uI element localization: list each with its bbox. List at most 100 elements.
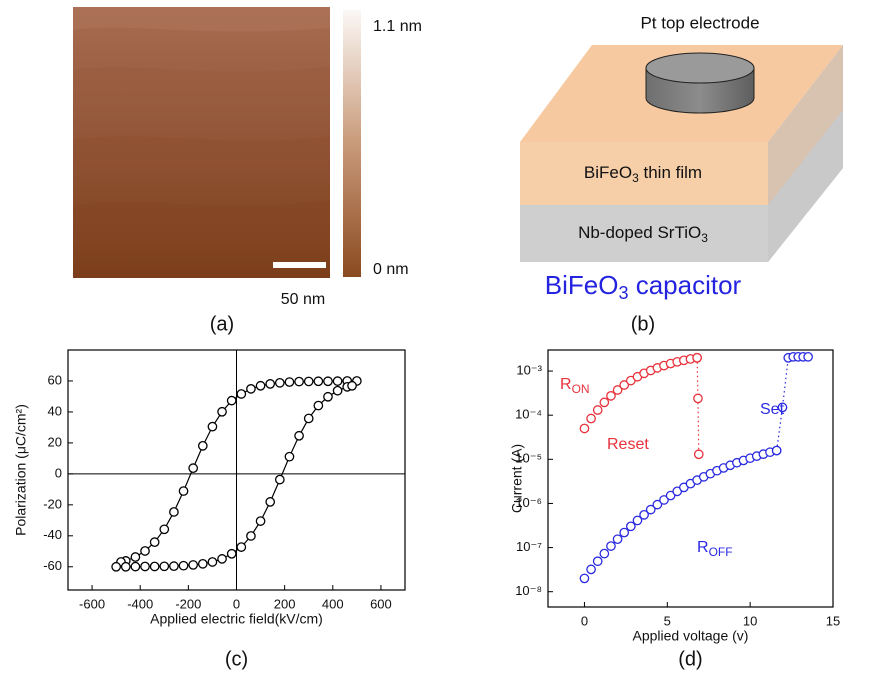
data-point <box>587 414 595 422</box>
x-tick-label: 0 <box>233 596 240 611</box>
data-point <box>179 561 187 569</box>
data-point <box>285 452 293 460</box>
terrace <box>73 136 330 176</box>
data-point <box>333 377 341 385</box>
data-point <box>208 558 216 566</box>
color-min: 0 nm <box>373 261 409 278</box>
data-point <box>324 377 332 385</box>
data-point <box>122 563 130 571</box>
y-tick-label: -40 <box>43 527 62 542</box>
subscript: OFF <box>709 545 733 559</box>
data-point <box>613 535 621 543</box>
data-point <box>131 562 139 570</box>
caption: (b) <box>631 313 655 335</box>
data-point <box>112 563 120 571</box>
data-point <box>594 557 602 565</box>
annotation: RON <box>560 376 590 396</box>
data-point <box>285 378 293 386</box>
data-point <box>141 562 149 570</box>
data-point <box>600 398 608 406</box>
data-point <box>170 562 178 570</box>
data-point <box>237 543 245 551</box>
data-point <box>314 401 322 409</box>
data-point <box>305 377 313 385</box>
text-part: BiFeO <box>545 270 619 300</box>
data-point <box>804 353 812 361</box>
x-tick-label: 400 <box>322 596 344 611</box>
data-point <box>199 560 207 568</box>
y-tick-label: 0 <box>55 465 62 480</box>
subscript: ON <box>572 382 590 396</box>
y-tick-label: 20 <box>48 434 62 449</box>
data-point <box>594 406 602 414</box>
data-point <box>247 532 255 540</box>
caption: (a) <box>210 313 234 335</box>
data-point <box>247 385 255 393</box>
data-point <box>772 446 780 454</box>
x-tick-label: 15 <box>826 613 840 628</box>
scale-bar <box>273 262 326 268</box>
data-point <box>276 379 284 387</box>
caption: (c) <box>225 648 248 670</box>
film-label: BiFeO3 thin film <box>584 163 702 185</box>
data-point <box>305 414 313 422</box>
figure: 1.1 nm 0 nm 50 nm (a) Pt top electrode B… <box>0 0 871 680</box>
text-part: R <box>697 539 709 556</box>
caption: (d) <box>678 648 702 670</box>
data-point <box>580 424 588 432</box>
y-tick-label: 10⁻³ <box>516 362 542 377</box>
series-line <box>697 358 699 455</box>
y-tick-label: -60 <box>43 558 62 573</box>
data-point <box>170 508 178 516</box>
data-point <box>607 542 615 550</box>
x-tick-label: -200 <box>175 596 201 611</box>
data-point <box>314 377 322 385</box>
data-point <box>218 408 226 416</box>
data-point <box>693 354 701 362</box>
y-tick-label: 10⁻⁷ <box>516 539 542 554</box>
data-point <box>256 382 264 390</box>
y-tick-label: 10⁻⁸ <box>515 583 542 598</box>
subscript: 3 <box>701 231 708 245</box>
data-point <box>266 498 274 506</box>
data-point <box>227 396 235 404</box>
text-part: capacitor <box>628 270 741 300</box>
data-point <box>324 393 332 401</box>
capacitor-panel: Pt top electrode BiFeO3 thin film Nb-dop… <box>520 13 843 335</box>
electrode-label: Pt top electrode <box>640 13 759 32</box>
data-point <box>620 528 628 536</box>
data-point <box>160 562 168 570</box>
x-axis-title: Applied electric field(kV/cm) <box>150 611 323 627</box>
data-point <box>333 387 341 395</box>
data-point <box>694 394 702 402</box>
terrace <box>73 200 330 242</box>
data-point <box>199 442 207 450</box>
y-tick-label: 60 <box>48 372 62 387</box>
electrode-top <box>646 53 754 83</box>
data-point <box>218 555 226 563</box>
substrate-label: Nb-doped SrTiO3 <box>578 223 708 245</box>
data-point <box>150 538 158 546</box>
data-point <box>131 553 139 561</box>
data-point <box>256 517 264 525</box>
x-axis-title: Applied voltage (v) <box>633 628 749 644</box>
x-tick-label: -400 <box>127 596 153 611</box>
data-point <box>580 574 588 582</box>
text-part: Nb-doped SrTiO <box>578 223 701 242</box>
data-point <box>160 525 168 533</box>
data-point <box>295 377 303 385</box>
data-point <box>266 380 274 388</box>
text-part: Set <box>760 401 785 418</box>
y-tick-label: 40 <box>48 403 62 418</box>
y-axis-title: Polarization (μC/cm²) <box>13 404 29 536</box>
text-part: thin film <box>639 163 702 182</box>
x-tick-label: 0 <box>581 613 588 628</box>
color-max: 1.1 nm <box>373 18 422 35</box>
data-point <box>600 549 608 557</box>
y-tick-label: 10⁻⁴ <box>515 407 542 422</box>
x-tick-label: 10 <box>743 613 757 628</box>
data-point <box>587 565 595 573</box>
x-tick-label: 200 <box>274 596 296 611</box>
text-part: Reset <box>607 436 649 453</box>
